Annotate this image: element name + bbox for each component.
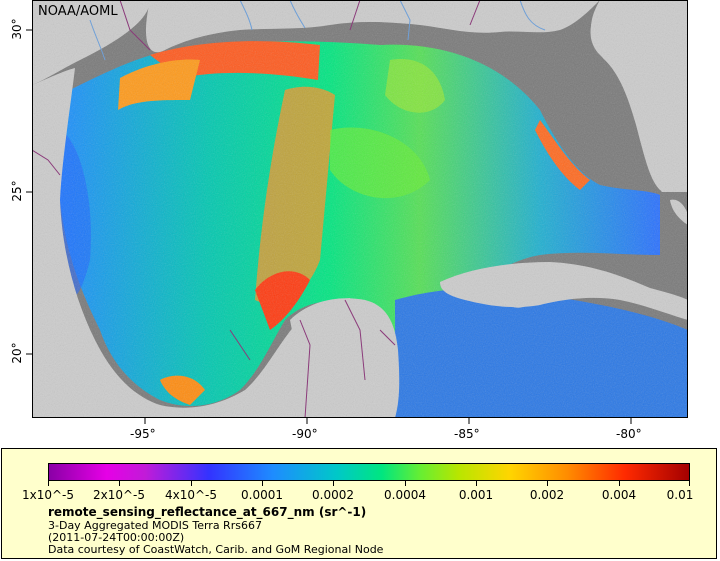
colorbar-tick-label: 0.004 [601, 488, 637, 502]
colorbar-tick-label: 4x10^-5 [164, 488, 218, 502]
colorbar-tick-label: 1x10^-5 [21, 488, 75, 502]
dataset-title: 3-Day Aggregated MODIS Terra Rrs667 [48, 519, 262, 532]
lon-label-80: -80° [616, 427, 642, 441]
colorbar-tick [547, 481, 548, 486]
colorbar-tick [689, 481, 690, 486]
colorbar-tick [333, 481, 334, 486]
colorbar-tick-label: 0.002 [529, 488, 565, 502]
colorbar-tick [619, 481, 620, 486]
axis-ticks [26, 29, 632, 424]
lon-label-85: -85° [454, 427, 480, 441]
attribution-label: NOAA/AOML [38, 4, 118, 19]
variable-name: remote_sensing_reflectance_at_667_nm (sr… [48, 505, 367, 519]
colorbar-tick [191, 481, 192, 486]
dataset-time: (2011-07-24T00:00:00Z) [48, 531, 185, 544]
rivers [89, 0, 546, 61]
lon-label-90: -90° [292, 427, 318, 441]
legend-panel: 1x10^-5 2x10^-5 4x10^-5 0.0001 0.0002 0.… [1, 448, 717, 559]
colorbar-tick [119, 481, 120, 486]
colorbar-tick [405, 481, 406, 486]
lat-label-20: 20° [10, 342, 24, 364]
colorbar [48, 463, 690, 481]
lat-label-25: 25° [10, 180, 24, 202]
political-borders [32, 0, 481, 418]
colorbar-tick [476, 481, 477, 486]
colorbar-tick-label: 0.0001 [241, 488, 283, 502]
sensor-noise [32, 0, 688, 418]
data-credit: Data courtesy of CoastWatch, Carib. and … [48, 543, 384, 556]
lon-label-95: -95° [130, 427, 156, 441]
map-border [32, 0, 688, 418]
colorbar-tick-label: 0.0004 [384, 488, 426, 502]
colorbar-tick [262, 481, 263, 486]
colorbar-tick-label: 2x10^-5 [92, 488, 146, 502]
colorbar-tick-label: 0.0002 [312, 488, 354, 502]
colorbar-tick-label: 0.01 [666, 488, 694, 502]
colorbar-tick-label: 0.001 [458, 488, 494, 502]
colorbar-tick [48, 481, 49, 486]
lat-label-30: 30° [10, 18, 24, 40]
map-panel [32, 0, 688, 418]
